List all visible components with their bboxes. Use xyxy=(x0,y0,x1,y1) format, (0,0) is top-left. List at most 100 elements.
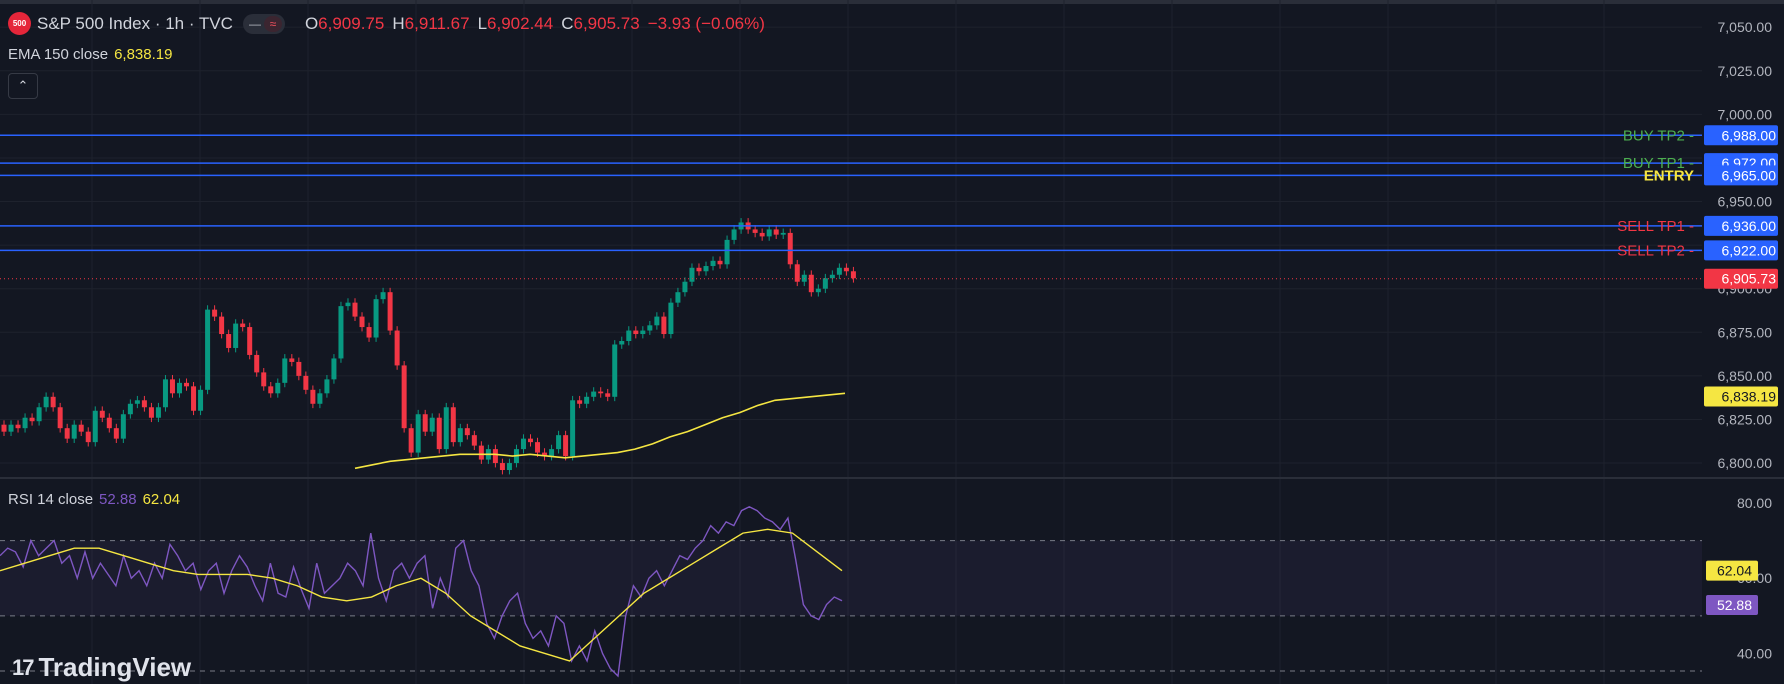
rsi-value: 52.88 xyxy=(99,491,137,508)
level-sell-tp2: SELL TP2 - 6,922.00 xyxy=(0,240,1778,261)
candle-body xyxy=(212,309,218,317)
candle-body xyxy=(310,389,316,404)
candle-body xyxy=(717,260,723,265)
candle-body xyxy=(731,229,737,240)
candle-body xyxy=(338,306,344,359)
candle-body xyxy=(120,414,126,439)
candle-body xyxy=(184,382,190,387)
candle-body xyxy=(528,438,533,443)
candle-body xyxy=(591,391,597,397)
minus-icon[interactable]: — xyxy=(248,16,261,31)
candle-body xyxy=(169,379,175,394)
candle-body xyxy=(640,330,646,335)
level-buy-tp1: BUY TP1 -6,972.00 xyxy=(0,153,1778,174)
candle-body xyxy=(387,292,393,331)
level-price-text: 6,988.00 xyxy=(1722,127,1777,143)
candle-body xyxy=(563,435,569,457)
candle-body xyxy=(198,389,204,411)
low-label: L xyxy=(477,13,488,33)
candle-body xyxy=(850,271,856,279)
collapse-legend-button[interactable]: ⌃ xyxy=(8,73,38,99)
price-axis-label: 6,825.00 xyxy=(1718,411,1773,427)
candle-body xyxy=(78,424,84,432)
candle-body xyxy=(542,452,548,457)
rsi-axis-label: 80.00 xyxy=(1737,495,1772,511)
ema-legend[interactable]: EMA 150 close 6,838.19 xyxy=(8,46,172,63)
candle-body xyxy=(464,428,470,436)
rsi-legend[interactable]: RSI 14 close 52.88 62.04 xyxy=(8,491,180,508)
candle-body xyxy=(506,463,512,471)
ema-line xyxy=(354,392,846,470)
rsi-band xyxy=(0,540,1702,672)
candle-body xyxy=(366,327,372,338)
candle-body xyxy=(492,449,498,464)
candle-body xyxy=(268,386,274,394)
candle-body xyxy=(773,229,779,235)
candle-body xyxy=(22,417,28,429)
ema-price-tag xyxy=(1704,386,1778,407)
low-value: 6,902.44 xyxy=(487,13,554,33)
candle-body xyxy=(408,428,414,453)
candle-body xyxy=(324,379,330,394)
tradingview-logo[interactable]: 17 TradingView xyxy=(12,652,191,683)
ema-price-text: 6,838.19 xyxy=(1722,388,1777,404)
candle-body xyxy=(668,302,674,335)
candle-body xyxy=(759,232,765,237)
level-price-tag xyxy=(1704,125,1778,146)
level-label: BUY TP1 - xyxy=(1623,155,1694,172)
candle-body xyxy=(836,267,842,275)
candle-body xyxy=(478,445,484,460)
candle-body xyxy=(471,435,477,446)
symbol-badge[interactable]: 500 xyxy=(8,12,31,35)
rsi-tag xyxy=(1706,595,1758,616)
last-price-tag xyxy=(1704,268,1778,289)
tradingview-logo-icon: 17 xyxy=(12,654,35,680)
candle-body xyxy=(752,229,758,233)
candle-body xyxy=(64,428,70,439)
level-label: SELL TP2 - xyxy=(1617,242,1694,259)
candle-body xyxy=(380,292,386,300)
candle-body xyxy=(57,407,63,429)
last-price-text: 6,905.73 xyxy=(1722,271,1777,287)
chevron-up-icon: ⌃ xyxy=(17,78,29,93)
rsi-ma-value: 62.04 xyxy=(142,491,181,508)
close-value: 6,905.73 xyxy=(573,13,640,33)
candle-body xyxy=(113,428,119,439)
candle-body xyxy=(626,330,632,342)
candle-body xyxy=(612,344,618,397)
candle-body xyxy=(85,431,91,443)
candle-body xyxy=(520,438,526,450)
candle-body xyxy=(598,391,604,394)
candle-body xyxy=(661,316,667,335)
rsi-band-fill xyxy=(0,540,1702,616)
rsi-line xyxy=(0,506,843,678)
candle-body xyxy=(619,341,625,345)
change-value: −3.93 (−0.06%) xyxy=(647,13,765,33)
open-value: 6,909.75 xyxy=(318,13,385,33)
price-axis-label: 6,800.00 xyxy=(1718,455,1773,471)
price-axis-label: 7,050.00 xyxy=(1718,19,1773,35)
level-price-text: 6,965.00 xyxy=(1722,167,1777,183)
visibility-toggle[interactable]: — ≈ xyxy=(242,13,285,34)
level-price-tag xyxy=(1704,215,1778,236)
candle-body xyxy=(352,302,358,317)
wave-icon[interactable]: ≈ xyxy=(263,15,282,32)
rsi-ma-line xyxy=(0,528,843,662)
price-axis-label: 7,025.00 xyxy=(1718,63,1773,79)
candle-body xyxy=(303,375,309,390)
candle-body xyxy=(654,316,660,326)
symbol-title[interactable]: S&P 500 Index · 1h · TVC xyxy=(37,13,233,33)
high-label: H xyxy=(392,13,405,33)
candle-body xyxy=(15,424,21,429)
candle-body xyxy=(675,292,681,303)
candle-body xyxy=(240,323,246,328)
candle-body xyxy=(394,330,400,366)
candle-body xyxy=(162,379,168,408)
candle-body xyxy=(808,274,814,293)
candle-body xyxy=(373,299,379,338)
candle-body xyxy=(1,424,7,432)
candle-body xyxy=(436,417,442,450)
price-axis: 7,050.007,025.007,000.006,975.006,950.00… xyxy=(1718,19,1773,471)
high-value: 6,911.67 xyxy=(404,13,470,33)
